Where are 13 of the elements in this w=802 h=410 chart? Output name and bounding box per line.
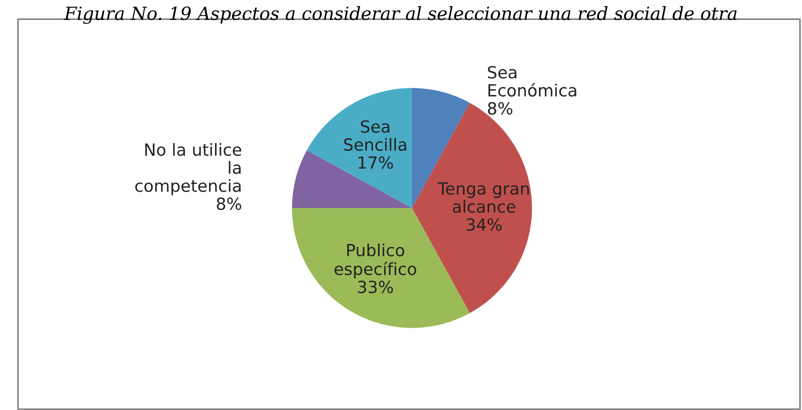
data-label: 8% <box>488 102 512 115</box>
slice-label: Sea Económica <box>488 66 576 97</box>
pie-slice <box>292 150 412 208</box>
pie-slice <box>306 88 412 208</box>
slice-label: Publico específico <box>334 243 416 278</box>
data-label: 8% <box>216 197 242 210</box>
chart-title: Figura No. 19 Aspectos a considerar al seleccionar una red social de otra <box>64 6 737 24</box>
slice-label: Tenga gran alcance <box>438 182 529 213</box>
slice-label: Sea Sencilla <box>344 120 406 151</box>
data-label: 33% <box>358 280 393 294</box>
slice-label: No la utilice la competencia <box>135 143 242 196</box>
data-label: 34% <box>466 218 502 231</box>
data-label: 17% <box>358 156 393 169</box>
